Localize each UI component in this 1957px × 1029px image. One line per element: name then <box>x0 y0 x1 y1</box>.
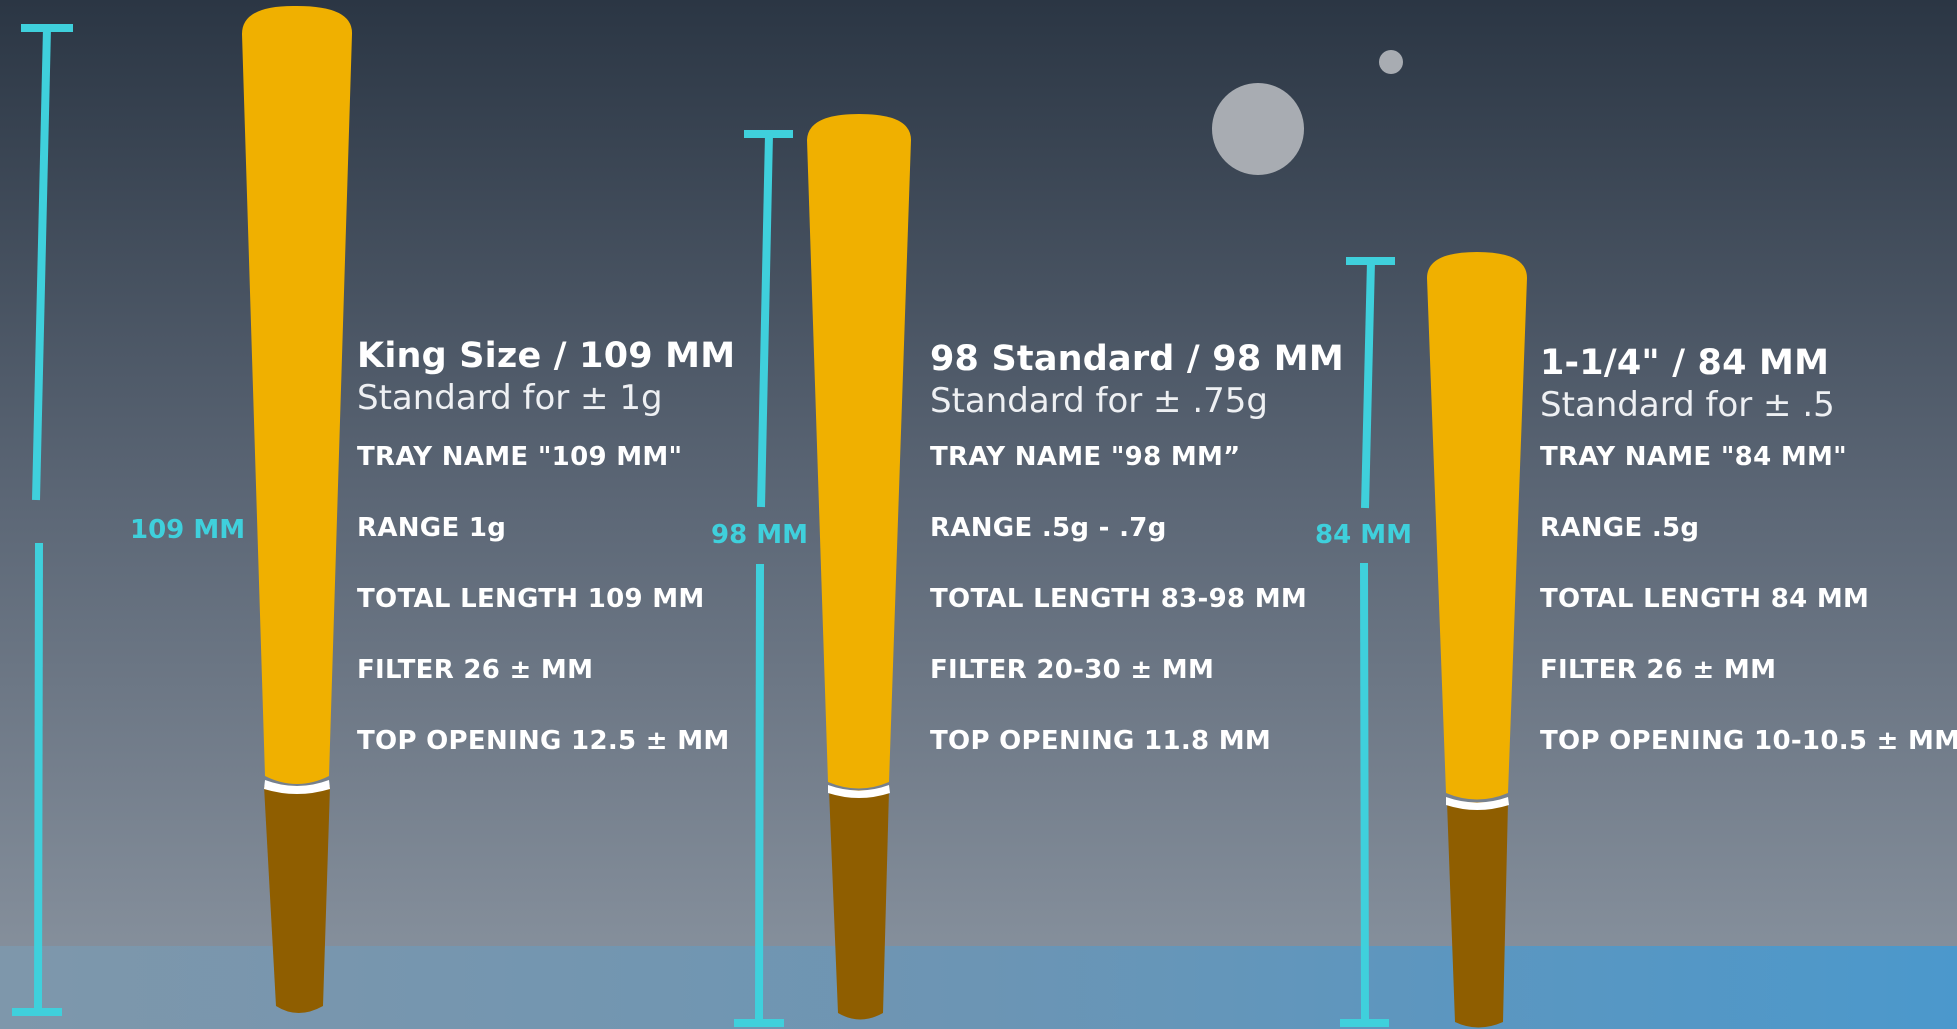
cone-king-paper <box>242 5 353 784</box>
info-block-98: 98 Standard / 98 MM Standard for ± .75g … <box>930 339 1344 756</box>
measure-label-84: 84 MM <box>1315 520 1412 550</box>
spec-filter: FILTER 26 ± MM <box>1540 655 1777 685</box>
spec-tray-name: TRAY NAME "98 MM” <box>930 442 1241 472</box>
cone-84 <box>1427 252 1527 1028</box>
spec-filter: FILTER 20-30 ± MM <box>930 655 1215 685</box>
spec-total-length: TOTAL LENGTH 84 MM <box>1540 584 1870 614</box>
cone-subtitle: Standard for ± .75g <box>930 381 1268 421</box>
cone-98 <box>807 114 911 1020</box>
cone-king <box>242 5 353 1013</box>
spec-tray-name: TRAY NAME "109 MM" <box>357 442 683 472</box>
info-block-84: 1-1/4" / 84 MM Standard for ± .5 TRAY NA… <box>1540 343 1957 756</box>
cone-98-filter <box>829 790 889 1020</box>
spec-total-length: TOTAL LENGTH 109 MM <box>357 584 705 614</box>
cone-subtitle: Standard for ± .5 <box>1540 385 1835 425</box>
cone-98-paper <box>807 114 911 789</box>
cone-84-band <box>1446 797 1509 810</box>
cone-subtitle: Standard for ± 1g <box>357 378 663 418</box>
measure-bar-98 <box>734 130 793 1027</box>
measure-bar-84 <box>1340 257 1395 1027</box>
star <box>1379 50 1403 74</box>
cone-title: 98 Standard / 98 MM <box>930 339 1344 379</box>
cone-king-band <box>264 780 330 794</box>
spec-range: RANGE .5g <box>1540 513 1700 543</box>
cone-84-paper <box>1427 252 1527 800</box>
measure-label-98: 98 MM <box>711 520 808 550</box>
spec-filter: FILTER 26 ± MM <box>357 655 594 685</box>
cone-title: 1-1/4" / 84 MM <box>1540 343 1830 383</box>
moon <box>1212 83 1304 175</box>
spec-range: RANGE .5g - .7g <box>930 513 1167 543</box>
spec-total-length: TOTAL LENGTH 83-98 MM <box>930 584 1308 614</box>
cone-84-filter <box>1447 802 1508 1028</box>
spec-tray-name: TRAY NAME "84 MM" <box>1540 442 1848 472</box>
cone-king-filter <box>264 786 330 1013</box>
info-block-king: King Size / 109 MM Standard for ± 1g TRA… <box>357 336 735 756</box>
measure-bar-king <box>12 24 73 1016</box>
cone-98-band <box>828 785 890 798</box>
cone-title: King Size / 109 MM <box>357 336 736 376</box>
spec-top-opening: TOP OPENING 10-10.5 ± MM <box>1540 726 1957 756</box>
water-strip <box>0 946 1957 1029</box>
spec-range: RANGE 1g <box>357 513 507 543</box>
measure-label-king: 109 MM <box>130 515 246 545</box>
spec-top-opening: TOP OPENING 12.5 ± MM <box>357 726 730 756</box>
spec-top-opening: TOP OPENING 11.8 MM <box>930 726 1272 756</box>
